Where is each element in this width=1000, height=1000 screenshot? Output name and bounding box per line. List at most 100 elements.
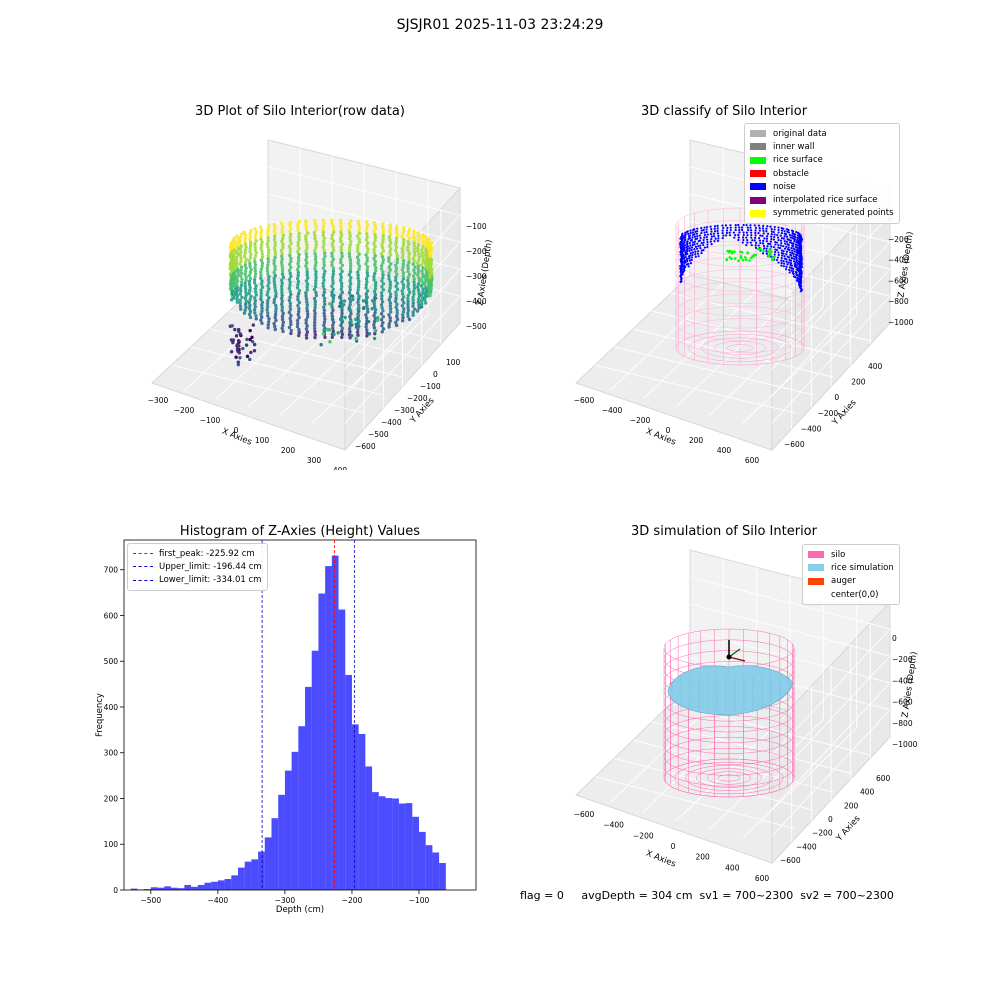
- noise-point: [795, 231, 798, 234]
- noise-point: [710, 235, 713, 238]
- data-point: [365, 280, 369, 284]
- noise-point: [783, 255, 786, 258]
- data-point: [401, 253, 405, 257]
- data-point: [296, 291, 301, 296]
- data-point: [417, 234, 421, 238]
- data-point: [240, 277, 244, 281]
- grid-line: [689, 603, 891, 657]
- data-point: [265, 305, 270, 309]
- data-point: [259, 273, 263, 277]
- data-point: [322, 314, 327, 319]
- data-point: [304, 219, 308, 223]
- data-point: [339, 257, 343, 262]
- data-point: [331, 296, 336, 300]
- floor-ring: [701, 337, 779, 359]
- noise-point: [689, 262, 692, 265]
- noise-point: [734, 223, 737, 227]
- data-point: [266, 299, 270, 303]
- x-tick-label: 200: [281, 446, 296, 455]
- legend-label: rice surface: [773, 155, 823, 166]
- data-point: [240, 295, 244, 299]
- noise-point: [716, 232, 720, 235]
- data-point: [373, 293, 378, 297]
- data-point: [428, 275, 432, 280]
- data-point: [239, 256, 243, 260]
- data-point: [248, 270, 253, 275]
- noise-point: [734, 233, 737, 237]
- data-point: [239, 274, 243, 278]
- data-point: [427, 248, 432, 253]
- noise-point: [757, 231, 760, 235]
- data-point: [238, 247, 242, 251]
- noise-point: [761, 234, 764, 237]
- data-point: [305, 306, 309, 310]
- data-point: [243, 308, 247, 312]
- data-point: [379, 267, 384, 271]
- histogram-bar: [325, 566, 332, 890]
- data-point: [260, 279, 264, 283]
- histogram-bar: [164, 886, 171, 890]
- noise-point: [800, 256, 803, 259]
- data-point: [388, 250, 392, 254]
- histogram-bar: [144, 889, 151, 890]
- simulation-legend: silo rice simulation auger center(0,0): [802, 544, 900, 606]
- noise-point: [800, 237, 803, 240]
- grid-line: [267, 193, 461, 243]
- data-point: [243, 260, 248, 264]
- legend-label: center(0,0): [831, 589, 879, 600]
- noise-point: [780, 241, 783, 245]
- grid-line: [742, 728, 857, 839]
- data-point: [372, 336, 377, 341]
- noise-point: [750, 234, 753, 237]
- noise-point: [789, 259, 793, 262]
- noise-point: [716, 239, 720, 242]
- data-point: [258, 225, 263, 229]
- data-point: [266, 320, 271, 324]
- data-point: [388, 268, 392, 272]
- data-point: [407, 272, 412, 277]
- data-point: [420, 269, 424, 273]
- rice-surface-point: [728, 256, 732, 259]
- data-point: [401, 238, 406, 242]
- histogram-bar: [419, 831, 426, 890]
- data-point: [412, 307, 417, 311]
- data-point: [372, 275, 376, 279]
- histogram-bar: [177, 888, 185, 890]
- noise-point: [798, 270, 801, 273]
- data-point: [331, 269, 336, 273]
- data-point: [296, 294, 300, 299]
- noise-point: [688, 247, 691, 250]
- data-point: [356, 246, 360, 250]
- noise-point: [746, 226, 749, 229]
- data-point: [312, 230, 317, 235]
- data-point: [239, 271, 244, 275]
- data-point: [380, 270, 385, 274]
- data-point: [321, 284, 325, 289]
- noise-point: [784, 268, 788, 271]
- noise-point: [780, 231, 783, 235]
- data-point: [297, 237, 301, 242]
- noise-point: [687, 232, 690, 235]
- noise-point: [694, 253, 697, 256]
- data-point: [248, 309, 253, 314]
- data-point: [348, 282, 353, 286]
- noise-point: [788, 256, 791, 259]
- noise-point: [795, 259, 798, 262]
- grid-line: [709, 306, 824, 416]
- x-tick-label: −100: [409, 896, 430, 905]
- wire-ring: [675, 281, 805, 317]
- data-point: [372, 251, 377, 255]
- data-point: [421, 239, 425, 243]
- data-point: [281, 275, 286, 280]
- data-point: [349, 219, 353, 223]
- data-point: [322, 248, 326, 253]
- data-point: [381, 249, 386, 253]
- data-point: [394, 290, 398, 295]
- data-point: [420, 254, 425, 258]
- noise-point: [777, 251, 780, 254]
- legend-label: rice simulation: [831, 562, 894, 573]
- data-point: [402, 307, 406, 311]
- data-point: [238, 262, 242, 266]
- histogram-bar: [237, 867, 245, 890]
- noise-point: [777, 231, 780, 234]
